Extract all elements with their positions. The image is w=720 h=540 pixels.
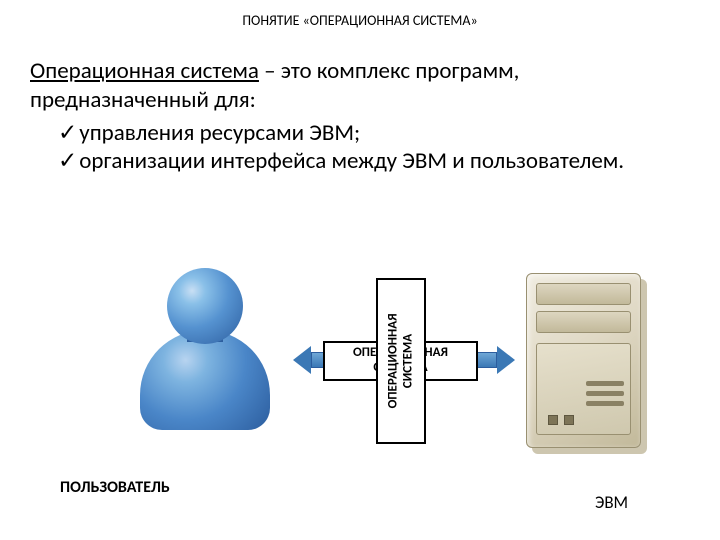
os-box-vertical: ОПЕРАЦИОННАЯ СИСТЕМА (376, 278, 426, 444)
os-v-line2: СИСТЕМА (400, 334, 415, 388)
server-drive-bay (536, 283, 631, 305)
user-body-shape (140, 330, 270, 430)
definition-paragraph: Операционная система – это комплекс прог… (30, 57, 690, 115)
header-title: ПОНЯТИЕ «ОПЕРАЦИОННАЯ СИСТЕМА» (242, 12, 477, 29)
os-box-v-text: ОПЕРАЦИОННАЯ СИСТЕМА (386, 314, 416, 409)
arrow-head (293, 346, 311, 374)
user-head-shape (167, 268, 243, 344)
bullet-list: управления ресурсами ЭВМ; организации ин… (30, 119, 690, 177)
diagram-area: ОПЕРАЦИОННАЯ СИСТЕМА ОПЕРАЦИОННАЯ СИСТЕМ… (0, 260, 720, 530)
server-button (564, 415, 574, 425)
server-button (548, 415, 558, 425)
server-icon (518, 265, 653, 460)
server-vent-slot (586, 401, 624, 406)
bullet-text: организации интерфейса между ЭВМ и польз… (79, 147, 624, 175)
bullet-item: организации интерфейса между ЭВМ и польз… (58, 147, 690, 176)
user-label: ПОЛЬЗОВАТЕЛЬ (60, 478, 170, 497)
evm-label: ЭВМ (595, 492, 628, 513)
slide-root: ПОНЯТИЕ «ОПЕРАЦИОННАЯ СИСТЕМА» Операцион… (0, 0, 720, 540)
user-icon (125, 270, 285, 440)
server-vent-slot (586, 381, 624, 386)
bullet-item: управления ресурсами ЭВМ; (58, 119, 690, 148)
server-drive-bay (536, 311, 631, 333)
bullet-text: управления ресурсами ЭВМ; (79, 119, 360, 147)
os-v-line1: ОПЕРАЦИОННАЯ (385, 314, 400, 409)
slide-header: ПОНЯТИЕ «ОПЕРАЦИОННАЯ СИСТЕМА» (30, 12, 690, 29)
definition-term: Операционная система (30, 57, 259, 85)
server-vent-slot (586, 391, 624, 396)
arrow-head (497, 346, 515, 374)
